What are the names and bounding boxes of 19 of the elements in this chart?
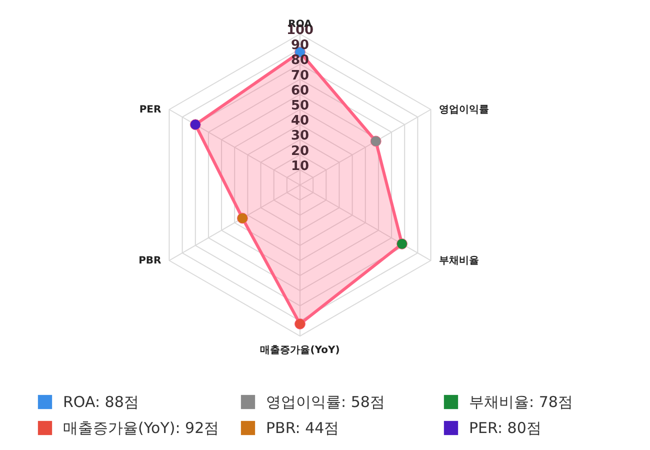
y-tick-label: 70 [290,68,310,84]
text: PER: 80점 [469,419,542,437]
text: 매출증가율(YoY): 92점 [63,419,220,437]
text: PBR: 44점 [266,419,340,437]
y-tick-label: 90 [290,38,310,54]
spoke-label: PER [139,104,162,116]
spoke-label: PBR [138,256,162,266]
y-tick-label: 20 [290,144,310,159]
y-tick-label: 30 [290,128,310,144]
y-tick-label: 10 [290,158,310,174]
y-tick-label: 50 [290,98,310,114]
spoke-label: 매출증가율(YoY) [260,345,340,356]
text: 부채비율: 78점 [469,393,573,411]
text: ROA: 88점 [63,393,139,411]
spoke-label: 부채비율 [438,256,479,266]
spoke-label: 영업이익률 [438,104,489,116]
text: 영업이익률: 58점 [266,393,385,411]
y-tick-label: 40 [290,114,310,129]
y-tick-label: 60 [290,83,310,98]
